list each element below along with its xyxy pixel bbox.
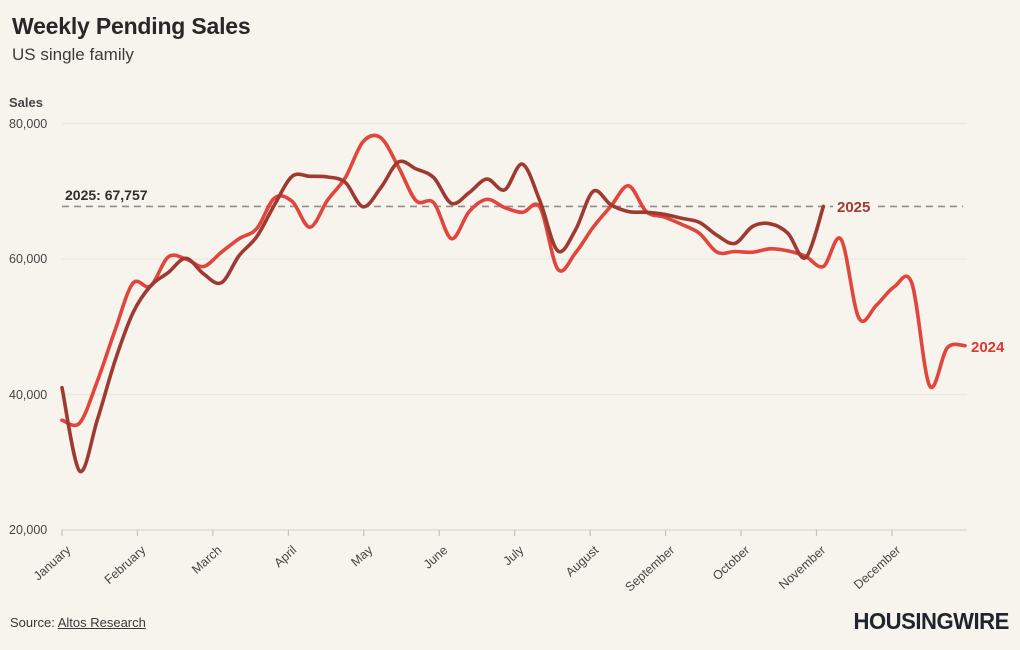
month-ticks — [61, 530, 893, 536]
page-subtitle: US single family — [12, 45, 134, 64]
source-link[interactable]: Altos Research — [57, 615, 146, 630]
source-note: Source: Altos Research — [10, 615, 146, 630]
y-axis-title: Sales — [9, 95, 43, 110]
series-label-2024: 2024 — [971, 339, 1005, 356]
gridlines — [62, 122, 967, 531]
line-2025 — [60, 159, 826, 474]
y-tick-label: 60,000 — [9, 252, 48, 266]
y-tick-label: 20,000 — [9, 523, 48, 537]
y-tick-label: 80,000 — [9, 116, 48, 131]
line-2024 — [60, 133, 967, 428]
series-label-2025: 2025 — [833, 199, 875, 216]
reference-line-annotation: 2025: 67,757 — [65, 187, 148, 203]
housingwire-logo: HOUSINGWIRE — [853, 608, 1010, 634]
page-title: Weekly Pending Sales — [12, 13, 251, 39]
y-tick-label: 40,000 — [9, 387, 48, 402]
source-prefix: Source: — [10, 615, 58, 630]
